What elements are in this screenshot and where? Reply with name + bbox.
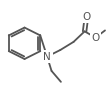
Text: O: O bbox=[81, 12, 90, 22]
Text: O: O bbox=[91, 33, 99, 43]
Text: N: N bbox=[43, 52, 51, 62]
